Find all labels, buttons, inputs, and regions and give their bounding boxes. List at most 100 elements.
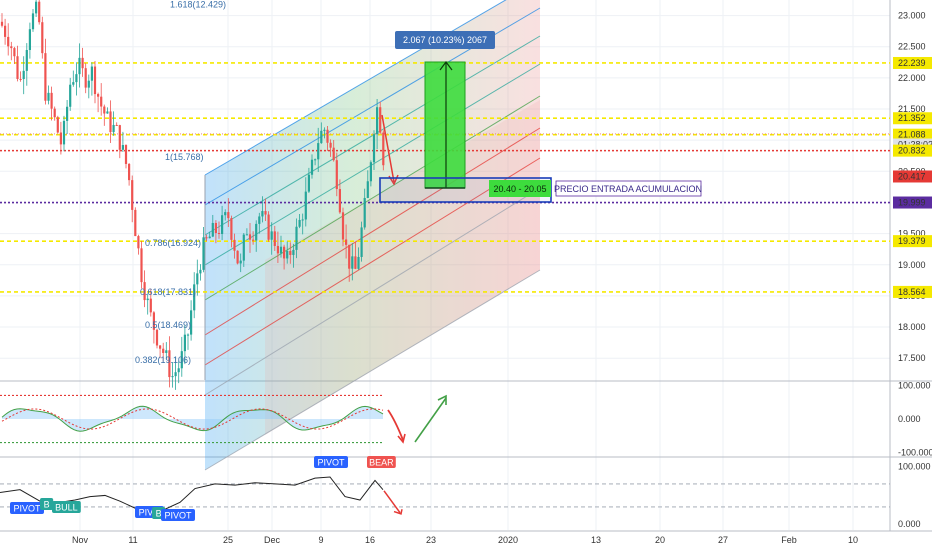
signal-tag-text: BEAR: [369, 458, 394, 468]
osc-red-arrow: [387, 409, 404, 441]
price-tag: 21.088: [898, 130, 926, 140]
x-tick-label: 16: [365, 535, 375, 545]
candle-body: [248, 234, 252, 240]
signal-tag: [10, 502, 44, 514]
candle-body: [252, 239, 255, 241]
price-tag-bg: [893, 128, 932, 141]
channel-line: [204, 269, 541, 471]
candle-body: [140, 248, 143, 283]
osc-red-arrow-head: [397, 433, 406, 444]
time-axis[interactable]: Nov 11 25 Dec 9 16 23 2020 13 20 27 Feb 10: [72, 535, 858, 545]
candle-body: [230, 218, 233, 240]
candle-body: [335, 160, 338, 190]
candle-body: [289, 250, 292, 255]
candle-body: [267, 214, 270, 240]
y-tick-label: 22.000: [898, 73, 926, 83]
zone-note-box: [555, 180, 702, 197]
channel-line: [204, 127, 541, 336]
price-tag: 01:28:02: [898, 140, 932, 150]
osc-tick-label: 0.000: [898, 414, 921, 424]
candle-body: [314, 159, 317, 161]
price-tag: 19.379: [898, 236, 926, 246]
candle-body: [62, 120, 66, 145]
candle-body: [323, 129, 326, 131]
candle-body: [168, 350, 171, 378]
candle-body: [270, 231, 273, 240]
candle-body: [66, 106, 69, 121]
y-tick-label: 23.000: [898, 11, 926, 21]
candle-body: [78, 57, 81, 75]
drawings[interactable]: 20.40 - 20.05 PRECIO ENTRADA ACUMULACION…: [379, 31, 702, 203]
candle-body: [146, 298, 149, 301]
rsi-red-arrow: [383, 490, 401, 514]
candle-body: [177, 368, 180, 373]
candle-body: [93, 66, 97, 95]
osc-green-arrow: [414, 397, 447, 443]
candle-body: [75, 74, 78, 83]
fib-label: 0.5(18.469): [145, 320, 191, 330]
candle-body: [44, 53, 47, 101]
x-tick-label: 23: [426, 535, 436, 545]
x-tick-label: Feb: [781, 535, 797, 545]
candle-body: [16, 56, 19, 79]
candle-body: [10, 46, 13, 49]
candle-body: [376, 107, 379, 135]
candle-body: [103, 106, 106, 114]
candle-body: [202, 237, 205, 270]
candle-body: [345, 239, 348, 245]
y-tick-label: 22.500: [898, 42, 926, 52]
x-tick-label: 25: [223, 535, 233, 545]
candle-body: [118, 125, 121, 150]
candle-body: [196, 273, 199, 285]
candle-body: [366, 181, 369, 198]
candle-body: [87, 80, 90, 88]
price-tag-bg: [893, 285, 932, 298]
candle-body: [329, 142, 332, 148]
price-tag-bg: [893, 112, 932, 125]
candle-body: [128, 163, 131, 181]
x-tick-label: 20: [655, 535, 665, 545]
signal-tag: [314, 456, 348, 468]
signal-tag-text: B: [44, 500, 50, 510]
signal-tag: [52, 501, 81, 513]
candle-body: [295, 226, 298, 250]
fib-label: 1(15.768): [165, 152, 204, 162]
x-tick-label: 9: [318, 535, 323, 545]
candle-body: [186, 334, 190, 336]
candle-body: [81, 57, 84, 69]
red-arrow-line: [381, 114, 395, 183]
candle-body: [298, 219, 301, 227]
price-tag: 18.564: [898, 287, 926, 297]
fib-label: 0.786(16.924): [145, 238, 201, 248]
candle-body: [124, 145, 128, 164]
candle-body: [307, 174, 310, 192]
candle-body: [273, 231, 276, 246]
candle-body: [320, 130, 323, 144]
rsi-red-arrow-head: [393, 509, 403, 515]
candle-body: [56, 117, 59, 133]
y-tick-label: 19.000: [898, 260, 926, 270]
price-tag: 19.999: [898, 198, 926, 208]
candle-body: [7, 36, 10, 47]
price-tag: 21.352: [898, 113, 926, 123]
candle-body: [217, 232, 221, 234]
candle-body: [369, 162, 372, 182]
candle-body: [236, 250, 239, 264]
candle-body: [348, 244, 351, 269]
rsi-tick-label: 100.000: [898, 462, 931, 472]
fib-labels: 1.618(12.429) 1(15.768) 0.786(16.924) 0.618…: [135, 0, 226, 365]
candle-body: [84, 68, 87, 88]
candle-body: [304, 191, 307, 220]
candle-body: [13, 48, 16, 57]
candle-body: [224, 212, 227, 216]
measure-label: 2.067 (10.23%) 2067: [403, 35, 487, 45]
candle-body: [286, 250, 289, 259]
osc-line: [1, 405, 384, 432]
candle-body: [19, 78, 22, 80]
x-tick-label: 13: [591, 535, 601, 545]
price-axis[interactable]: 23.00022.50022.00021.50021.00020.50019.5…: [893, 11, 932, 364]
candle-body: [326, 129, 329, 143]
candle-body: [115, 124, 118, 126]
measure-box[interactable]: [424, 61, 466, 189]
